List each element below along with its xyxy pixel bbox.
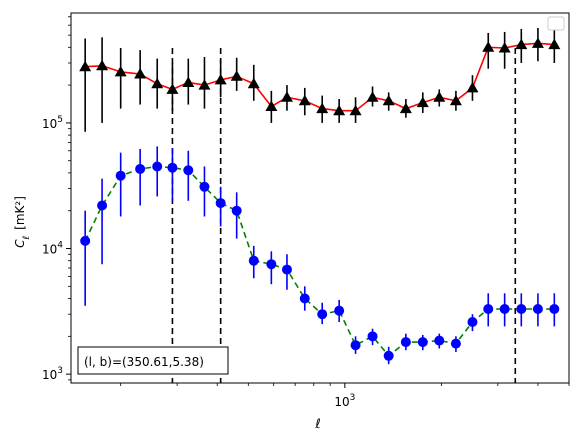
series-line	[85, 42, 555, 112]
data-point	[548, 38, 561, 50]
data-point	[515, 38, 528, 50]
data-point	[135, 163, 146, 174]
data-point	[383, 350, 394, 361]
data-point	[400, 337, 411, 348]
series-line	[84, 165, 555, 357]
data-point	[317, 309, 328, 320]
data-point	[516, 304, 527, 315]
data-point	[466, 81, 479, 93]
data-point	[214, 73, 227, 85]
data-point	[134, 68, 147, 79]
data-point	[366, 91, 379, 102]
data-point	[247, 77, 260, 89]
x-axis-label: ℓ	[314, 417, 320, 432]
data-point	[298, 94, 311, 106]
data-point	[97, 200, 108, 211]
data-point	[416, 96, 429, 108]
data-point	[350, 340, 361, 351]
data-point	[382, 94, 395, 106]
data-point	[498, 41, 511, 53]
data-point	[399, 102, 412, 114]
data-point	[299, 293, 310, 304]
y-tick-label: 104	[42, 241, 63, 257]
data-point	[115, 170, 126, 181]
annotation-box	[77, 346, 229, 375]
data-point	[334, 305, 345, 316]
data-point	[483, 304, 494, 315]
data-point	[482, 41, 495, 52]
data-point	[434, 335, 445, 346]
data-point	[549, 304, 560, 315]
data-point	[349, 104, 362, 116]
annotation-text: (l, b)=(350.61,5.38)	[84, 355, 204, 369]
data-point	[333, 104, 346, 116]
plot-frame	[70, 12, 570, 384]
data-point	[198, 79, 211, 90]
data-point	[449, 94, 462, 106]
data-point	[367, 331, 378, 342]
data-point	[265, 100, 278, 112]
data-point	[266, 259, 277, 270]
data-point	[433, 91, 446, 102]
y-tick-label: 103	[42, 366, 63, 382]
data-point	[166, 83, 179, 94]
data-point	[96, 59, 109, 71]
data-point	[215, 198, 226, 209]
data-point	[281, 264, 292, 275]
data-point	[531, 37, 544, 48]
data-point	[151, 77, 164, 89]
data-point	[231, 205, 242, 216]
data-point	[79, 60, 92, 72]
y-tick-label: 105	[42, 115, 63, 131]
data-point	[316, 102, 329, 114]
data-point	[183, 165, 194, 176]
data-point	[417, 337, 428, 348]
data-point	[499, 304, 510, 315]
data-point	[467, 317, 478, 328]
data-point	[248, 255, 259, 266]
data-point	[280, 91, 293, 102]
y-axis-label: Cℓ[mK²]	[13, 196, 32, 248]
data-point	[450, 338, 461, 349]
data-point	[167, 162, 178, 173]
data-point	[152, 161, 163, 172]
data-point	[532, 304, 543, 315]
data-point	[199, 181, 210, 192]
data-point	[182, 76, 195, 87]
data-point	[230, 70, 243, 81]
data-point	[114, 65, 127, 77]
data-point	[80, 235, 91, 246]
x-tick-label: 103	[334, 393, 355, 409]
legend-box	[547, 16, 565, 31]
